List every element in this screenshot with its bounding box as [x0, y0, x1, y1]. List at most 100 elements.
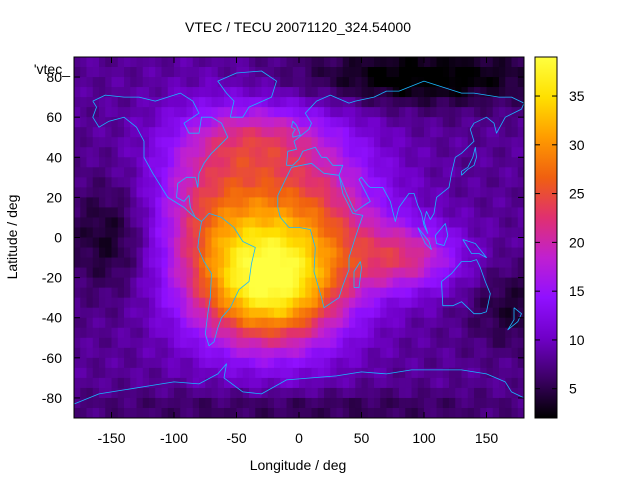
heatmap-cell: [505, 307, 512, 319]
heatmap-cell: [124, 347, 131, 359]
heatmap-cell: [249, 247, 256, 259]
heatmap-cell: [480, 67, 487, 78]
heatmap-cell: [274, 327, 281, 339]
heatmap-cell: [511, 267, 519, 279]
heatmap-cell: [167, 127, 175, 138]
heatmap-cell: [136, 67, 144, 78]
heatmap-cell: [324, 267, 331, 279]
heatmap-cell: [236, 97, 244, 108]
heatmap-cell: [480, 177, 487, 188]
heatmap-cell: [492, 247, 500, 259]
heatmap-cell: [386, 57, 394, 68]
heatmap-cell: [299, 57, 306, 68]
heatmap-cell: [311, 407, 319, 419]
heatmap-cell: [511, 407, 519, 419]
heatmap-cell: [511, 317, 519, 329]
heatmap-cell: [374, 117, 381, 128]
heatmap-cell: [105, 367, 112, 379]
heatmap-cell: [261, 397, 269, 409]
heatmap-cell: [299, 177, 306, 188]
heatmap-cell: [280, 317, 287, 329]
heatmap-cell: [367, 127, 375, 138]
heatmap-cell: [130, 407, 137, 419]
heatmap-cell: [167, 177, 175, 188]
heatmap-cell: [136, 397, 144, 409]
heatmap-cell: [130, 347, 137, 359]
heatmap-cell: [505, 377, 512, 389]
heatmap-cell: [124, 307, 131, 319]
heatmap-cell: [261, 267, 269, 279]
heatmap-cell: [161, 177, 169, 188]
heatmap-cell: [280, 187, 287, 198]
heatmap-cell: [342, 157, 350, 168]
heatmap-cell: [436, 207, 444, 218]
heatmap-cell: [417, 167, 425, 178]
heatmap-cell: [349, 277, 356, 289]
heatmap-cell: [505, 217, 512, 228]
heatmap-cell: [455, 387, 462, 399]
heatmap-cell: [230, 367, 237, 379]
heatmap-cell: [399, 267, 406, 279]
heatmap-cell: [155, 357, 162, 369]
heatmap-cell: [186, 177, 194, 188]
heatmap-cell: [124, 387, 131, 399]
heatmap-cell: [405, 307, 412, 319]
heatmap-cell: [255, 217, 262, 228]
heatmap-cell: [349, 177, 356, 188]
heatmap-cell: [199, 317, 206, 329]
heatmap-cell: [99, 347, 106, 359]
heatmap-cell: [286, 347, 294, 359]
heatmap-cell: [211, 117, 219, 128]
heatmap-cell: [161, 147, 169, 158]
heatmap-cell: [455, 327, 462, 339]
heatmap-cell: [217, 297, 225, 309]
heatmap-cell: [499, 357, 506, 369]
heatmap-cell: [442, 227, 450, 238]
heatmap-cell: [74, 157, 81, 168]
heatmap-cell: [167, 377, 175, 389]
heatmap-cell: [111, 397, 119, 409]
heatmap-cell: [105, 257, 112, 269]
heatmap-cell: [155, 77, 162, 88]
heatmap-cell: [349, 77, 356, 88]
heatmap-cell: [361, 67, 369, 78]
heatmap-cell: [474, 57, 481, 68]
heatmap-cell: [355, 347, 362, 359]
heatmap-cell: [224, 157, 231, 168]
heatmap-cell: [111, 257, 119, 269]
heatmap-cell: [161, 67, 169, 78]
heatmap-cell: [274, 197, 281, 208]
heatmap-cell: [86, 327, 94, 339]
x-axis: -150 -100 -50 0 50 100 150: [97, 57, 498, 446]
heatmap-cell: [217, 237, 225, 249]
heatmap-cell: [474, 207, 481, 218]
heatmap-cell: [411, 147, 419, 158]
heatmap-cell: [499, 147, 506, 158]
heatmap-cell: [199, 397, 206, 409]
heatmap-cell: [399, 57, 406, 68]
heatmap-cell: [211, 97, 219, 108]
heatmap-cell: [92, 157, 100, 168]
heatmap-cell: [380, 317, 387, 329]
heatmap-cell: [355, 387, 362, 399]
heatmap-cell: [192, 307, 200, 319]
heatmap-cell: [455, 257, 462, 269]
heatmap-cell: [405, 57, 412, 68]
heatmap-cell: [455, 67, 462, 78]
heatmap-cell: [505, 327, 512, 339]
heatmap-cell: [99, 87, 106, 98]
heatmap-cell: [149, 267, 156, 279]
heatmap-cell: [174, 317, 181, 329]
heatmap-cell: [86, 167, 94, 178]
heatmap-cell: [299, 187, 306, 198]
heatmap-cell: [299, 317, 306, 329]
heatmap-cell: [80, 367, 87, 379]
heatmap-cell: [105, 147, 112, 158]
heatmap-cell: [180, 397, 187, 409]
heatmap-cell: [267, 197, 275, 208]
heatmap-cell: [199, 127, 206, 138]
heatmap-cell: [461, 87, 469, 98]
colorbar-tick-label: 10: [569, 332, 585, 348]
heatmap-cell: [355, 137, 362, 148]
heatmap-cell: [324, 187, 331, 198]
